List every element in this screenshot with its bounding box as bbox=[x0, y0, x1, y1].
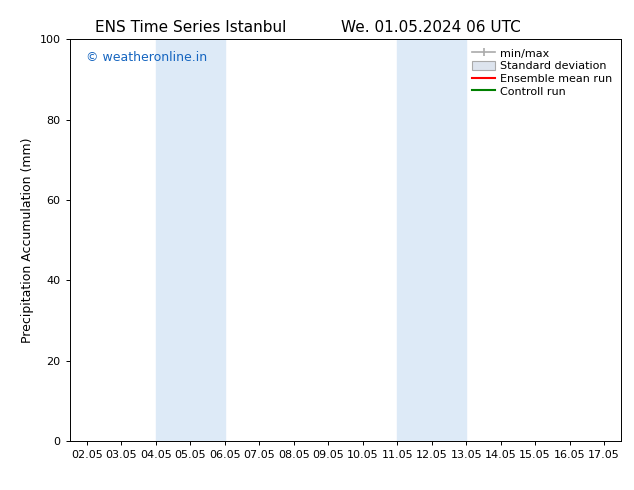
Legend: min/max, Standard deviation, Ensemble mean run, Controll run: min/max, Standard deviation, Ensemble me… bbox=[469, 45, 616, 100]
Bar bbox=[156, 39, 225, 441]
Text: © weatheronline.in: © weatheronline.in bbox=[86, 51, 207, 64]
Y-axis label: Precipitation Accumulation (mm): Precipitation Accumulation (mm) bbox=[21, 137, 34, 343]
Bar bbox=[398, 39, 466, 441]
Text: We. 01.05.2024 06 UTC: We. 01.05.2024 06 UTC bbox=[341, 20, 521, 35]
Text: ENS Time Series Istanbul: ENS Time Series Istanbul bbox=[94, 20, 286, 35]
